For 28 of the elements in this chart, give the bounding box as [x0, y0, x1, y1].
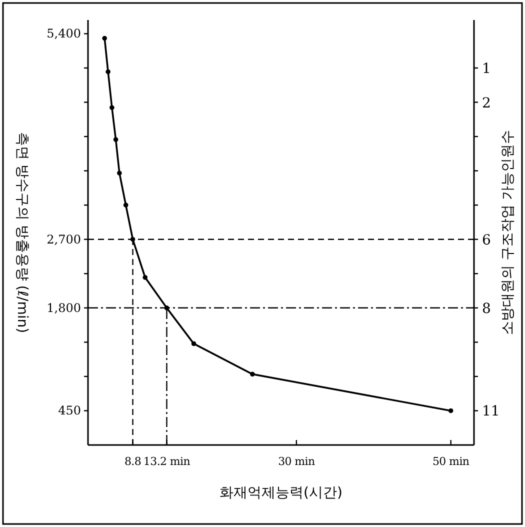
- point: [164, 306, 170, 310]
- point: [110, 105, 114, 110]
- point: [106, 69, 110, 74]
- y2-tick-label: 11: [482, 404, 500, 420]
- y-axis-title: 측면 방수구의 방출용량 (ℓ/min): [14, 132, 30, 334]
- point: [142, 275, 148, 280]
- y2-axis-title: 소방대원의 구조작업 가능인원수: [500, 130, 516, 335]
- x-tick-label: 30 min: [278, 455, 316, 468]
- x-tick-label: 50 min: [432, 455, 470, 468]
- x-tick-label: 8.8: [124, 455, 142, 468]
- y2-tick-label: 2: [482, 95, 491, 112]
- point: [448, 408, 454, 414]
- y-tick-label: 5,400: [46, 26, 81, 41]
- point: [123, 202, 128, 208]
- point: [117, 170, 122, 176]
- y-tick-label: 450: [58, 404, 81, 418]
- y2-tick-label: 8: [482, 300, 491, 317]
- y2-tick-label: 6: [482, 232, 491, 248]
- x-axis-title: 화재억제능력(시간): [220, 485, 342, 501]
- y2-tick-label: 1: [482, 60, 491, 77]
- y-tick-label: 2,700: [46, 232, 81, 246]
- point: [113, 137, 118, 142]
- point: [250, 372, 255, 377]
- y-tick-label: 1,800: [46, 300, 81, 315]
- point: [102, 36, 107, 41]
- point: [191, 341, 196, 346]
- x-tick-label: 13.2 min: [143, 455, 190, 468]
- point: [130, 236, 136, 242]
